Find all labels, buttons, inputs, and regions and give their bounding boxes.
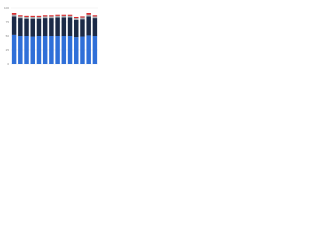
bar-segment [61, 36, 67, 64]
bar-segment [42, 18, 48, 36]
bar-segment [30, 15, 35, 17]
bar-segment [49, 16, 54, 19]
bar-segment [80, 17, 85, 20]
bar-segment [24, 16, 29, 19]
bar-segment [55, 15, 60, 18]
y-tick-label: 0 [7, 62, 9, 66]
bar-segment [49, 15, 54, 17]
bar-segment [30, 18, 35, 37]
bar-segment [36, 36, 42, 64]
bar-segment [18, 16, 23, 19]
bar-segment [61, 15, 67, 18]
bar-segment [74, 37, 79, 64]
bar-segment [61, 17, 67, 36]
bar-segment [80, 19, 85, 37]
y-tick-label: 75 [6, 20, 10, 24]
bar-segment [74, 19, 79, 38]
bar-segment [92, 15, 98, 17]
bar-segment [92, 36, 98, 64]
bar-segment [11, 34, 17, 64]
bar-segment [61, 14, 67, 16]
bar-segment [36, 15, 42, 17]
bar-segment [36, 18, 42, 36]
bar-segment [42, 16, 48, 19]
bar-segment [18, 18, 23, 36]
bar-segment [74, 18, 79, 20]
y-tick-label: 50 [6, 34, 10, 38]
bar-segment [67, 14, 73, 16]
bar-segment [11, 14, 17, 17]
bar-segment [86, 16, 91, 36]
bar-segment [86, 13, 91, 15]
bar-segment [67, 15, 73, 18]
chart: 0 25 50 75 100 [4, 6, 98, 66]
bar-segment [80, 16, 85, 18]
bar-segment [49, 36, 54, 64]
bar-segment [24, 18, 29, 36]
bar-segment [30, 16, 35, 19]
bar-segment [86, 14, 91, 17]
bar-segment [55, 14, 60, 16]
bar-segment [55, 36, 60, 64]
bar-segment [36, 16, 42, 19]
bar-segment [86, 35, 91, 64]
bar-segment [92, 16, 98, 19]
bar-segment [30, 36, 35, 64]
bar-segment [67, 36, 73, 64]
bar-segment [18, 15, 23, 17]
bar-segment [24, 15, 29, 17]
bar-segment [42, 15, 48, 17]
bar-segment [55, 17, 60, 36]
bar-segment [11, 13, 17, 15]
bar-segment [11, 16, 17, 35]
bar-segment [80, 36, 85, 64]
y-tick-label: 25 [6, 48, 10, 52]
bar-segment [42, 36, 48, 64]
bar-segment [18, 36, 23, 64]
y-tick-label: 100 [4, 6, 9, 10]
bar-segment [24, 36, 29, 64]
bar-segment [49, 18, 54, 36]
bar-segment [67, 17, 73, 36]
bar-segment [74, 16, 79, 19]
bar-segment [92, 18, 98, 36]
